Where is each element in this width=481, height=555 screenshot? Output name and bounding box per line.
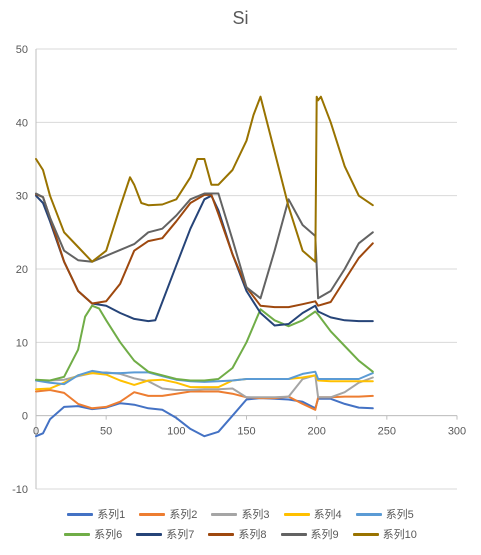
x-tick-label: 300 bbox=[448, 426, 466, 438]
x-tick-label: 200 bbox=[307, 426, 325, 438]
legend-item: 系列2 bbox=[139, 506, 197, 522]
series-line-6 bbox=[35, 304, 374, 382]
chart-title: Si bbox=[232, 8, 249, 28]
legend-item: 系列8 bbox=[208, 526, 267, 542]
legend-item: 系列3 bbox=[211, 506, 270, 522]
x-tick-label: 100 bbox=[167, 426, 185, 438]
y-tick-label: 0 bbox=[22, 411, 28, 423]
y-tick-label: 30 bbox=[16, 191, 28, 203]
legend-item: 系列7 bbox=[136, 526, 194, 542]
legend-swatch bbox=[280, 532, 307, 536]
legend-row: 系列1 系列2 系列3 系列4 系列5 bbox=[20, 504, 461, 524]
legend-item: 系列6 bbox=[64, 526, 122, 542]
y-tick-label: 50 bbox=[16, 44, 28, 56]
series-line-9 bbox=[35, 192, 374, 300]
legend-swatch bbox=[211, 512, 238, 516]
legend: 系列1 系列2 系列3 系列4 系列5 系列6 系列7 系列8 系列9 系列10 bbox=[20, 504, 461, 544]
series-line-3 bbox=[35, 371, 374, 399]
legend-item: 系列5 bbox=[355, 506, 414, 522]
legend-swatch bbox=[352, 532, 379, 536]
legend-row: 系列6 系列7 系列8 系列9 系列10 bbox=[20, 524, 461, 544]
y-tick-label: 10 bbox=[16, 337, 28, 349]
legend-item: 系列4 bbox=[283, 506, 342, 522]
legend-item: 系列9 bbox=[280, 526, 339, 542]
legend-label: 系列7 bbox=[166, 529, 195, 541]
legend-swatch bbox=[139, 512, 166, 516]
legend-label: 系列2 bbox=[169, 509, 198, 521]
legend-label: 系列10 bbox=[382, 529, 417, 541]
y-tick-label: 20 bbox=[16, 264, 28, 276]
legend-swatch bbox=[283, 512, 310, 516]
legend-label: 系列4 bbox=[313, 509, 342, 521]
y-tick-label: 40 bbox=[16, 117, 28, 129]
legend-label: 系列8 bbox=[238, 529, 267, 541]
legend-label: 系列9 bbox=[310, 529, 339, 541]
legend-item: 系列1 bbox=[67, 506, 125, 522]
legend-label: 系列6 bbox=[94, 529, 123, 541]
series-line-2 bbox=[35, 389, 374, 411]
series-line-10 bbox=[35, 95, 374, 263]
legend-label: 系列3 bbox=[241, 509, 270, 521]
legend-label: 系列5 bbox=[385, 509, 414, 521]
series-line-8 bbox=[35, 193, 374, 309]
legend-item: 系列10 bbox=[352, 526, 417, 542]
legend-swatch bbox=[67, 512, 94, 516]
y-tick-label: -10 bbox=[12, 484, 28, 496]
x-tick-label: 0 bbox=[33, 426, 39, 438]
legend-swatch bbox=[355, 512, 382, 516]
x-tick-label: 50 bbox=[100, 426, 112, 438]
x-tick-label: 150 bbox=[237, 426, 255, 438]
legend-label: 系列1 bbox=[97, 509, 126, 521]
x-tick-label: 250 bbox=[378, 426, 396, 438]
series-line-5 bbox=[35, 369, 374, 386]
legend-swatch bbox=[64, 532, 91, 536]
legend-swatch bbox=[208, 532, 235, 536]
legend-swatch bbox=[136, 532, 163, 536]
